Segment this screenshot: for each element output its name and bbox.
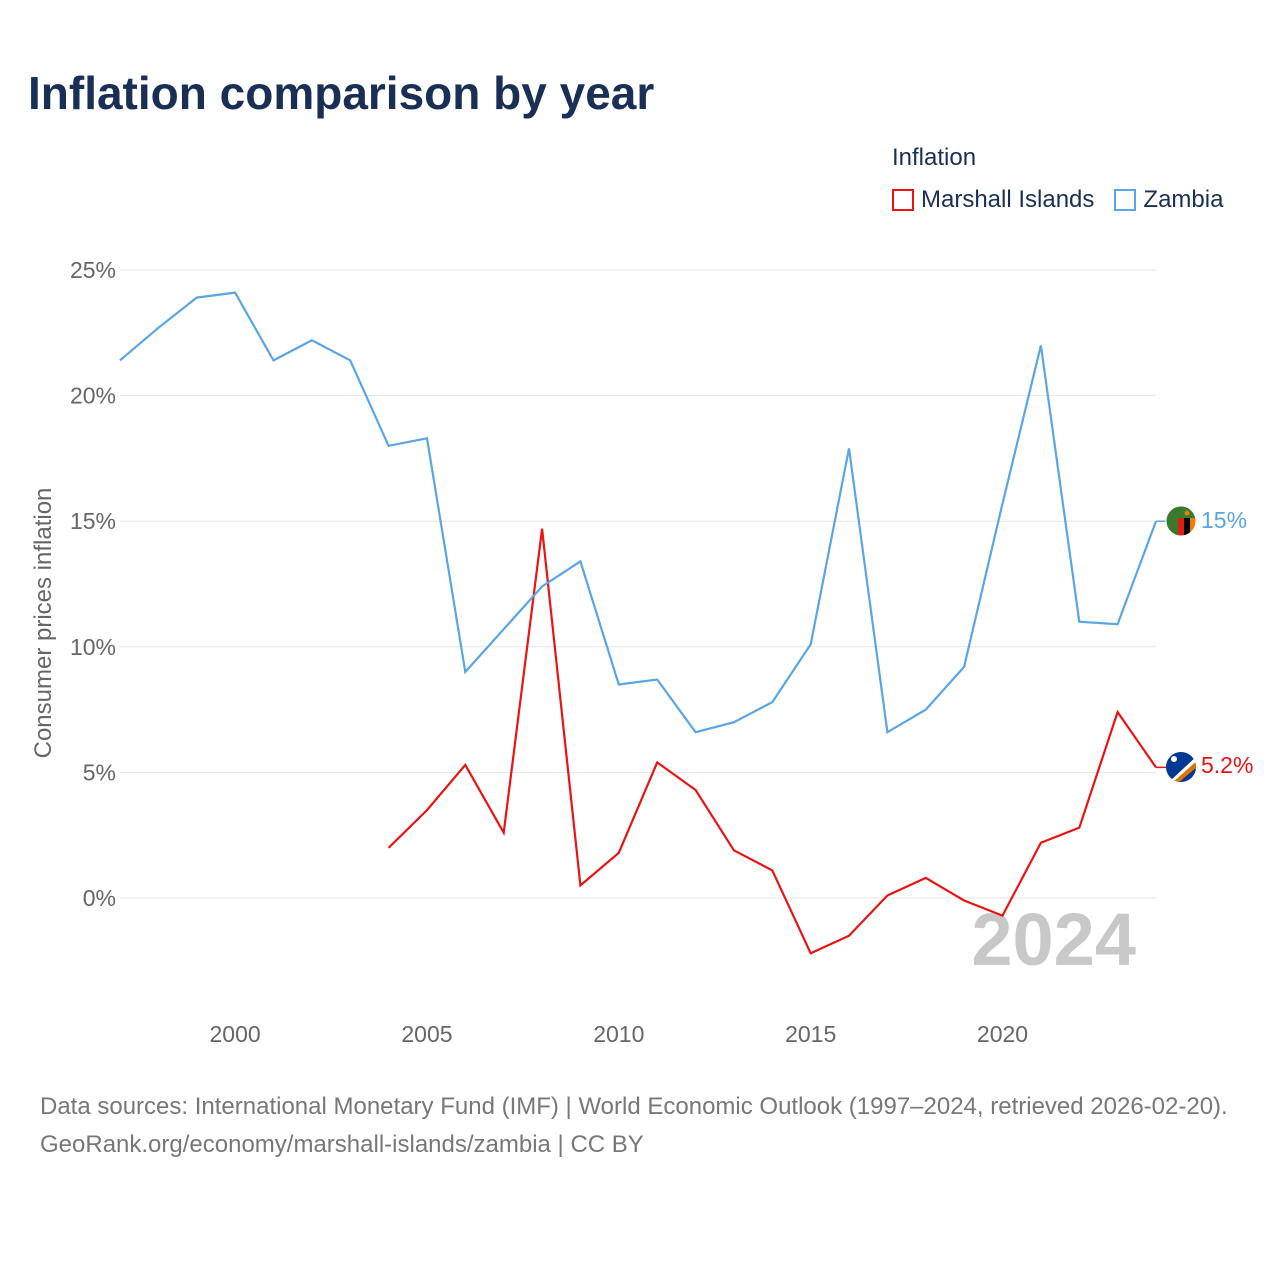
series-line-marshall-islands[interactable] bbox=[387, 528, 1157, 955]
data-point-marshall-islands[interactable] bbox=[962, 898, 967, 903]
data-sources-note: Data sources: International Monetary Fun… bbox=[40, 1093, 1228, 1120]
data-point-zambia[interactable] bbox=[501, 627, 506, 632]
data-point-zambia[interactable] bbox=[540, 584, 545, 589]
legend-label-zambia: Zambia bbox=[1143, 186, 1224, 213]
data-point-zambia[interactable] bbox=[463, 669, 468, 674]
end-label-marshall-islands: 5.2% bbox=[1201, 752, 1253, 778]
data-point-marshall-islands[interactable] bbox=[501, 830, 506, 835]
data-point-zambia[interactable] bbox=[118, 358, 123, 363]
x-tick-label: 2010 bbox=[593, 1021, 644, 1047]
data-point-marshall-islands[interactable] bbox=[808, 951, 813, 956]
data-point-zambia[interactable] bbox=[233, 290, 238, 295]
series-layer bbox=[118, 290, 1166, 956]
source-credit-link[interactable]: GeoRank.org/economy/marshall-islands/zam… bbox=[40, 1131, 644, 1158]
data-point-zambia[interactable] bbox=[578, 559, 583, 564]
data-point-zambia[interactable] bbox=[309, 338, 314, 343]
x-tick-label: 2015 bbox=[785, 1021, 836, 1047]
data-point-zambia[interactable] bbox=[770, 700, 775, 705]
data-point-zambia[interactable] bbox=[424, 436, 429, 441]
data-point-marshall-islands[interactable] bbox=[770, 868, 775, 873]
zambia-flag-icon bbox=[1165, 505, 1197, 537]
data-point-zambia[interactable] bbox=[271, 358, 276, 363]
data-point-zambia[interactable] bbox=[655, 677, 660, 682]
marshall-islands-flag-icon bbox=[1166, 752, 1196, 782]
data-point-marshall-islands[interactable] bbox=[885, 893, 890, 898]
y-tick-labels: 0% 5% 10% 15% 20% 25% bbox=[70, 257, 116, 911]
data-point-zambia[interactable] bbox=[962, 664, 967, 669]
y-tick-label: 15% bbox=[70, 508, 116, 534]
data-point-marshall-islands[interactable] bbox=[655, 760, 660, 765]
data-point-zambia[interactable] bbox=[847, 446, 852, 451]
x-tick-label: 2005 bbox=[401, 1021, 452, 1047]
footer: Data sources: International Monetary Fun… bbox=[40, 1088, 1250, 1164]
legend-item-marshall-islands[interactable]: Marshall Islands bbox=[892, 186, 1094, 214]
y-tick-label: 0% bbox=[83, 885, 116, 911]
data-point-marshall-islands[interactable] bbox=[616, 850, 621, 855]
series-line-zambia[interactable] bbox=[119, 291, 1158, 734]
data-point-zambia[interactable] bbox=[1038, 343, 1043, 348]
data-point-marshall-islands[interactable] bbox=[731, 848, 736, 853]
y-tick-label: 25% bbox=[70, 257, 116, 283]
data-point-zambia[interactable] bbox=[885, 730, 890, 735]
data-point-zambia[interactable] bbox=[1000, 501, 1005, 506]
data-point-zambia[interactable] bbox=[731, 720, 736, 725]
data-point-zambia[interactable] bbox=[1115, 622, 1120, 627]
y-tick-label: 20% bbox=[70, 383, 116, 409]
y-tick-label: 5% bbox=[83, 759, 116, 785]
data-point-marshall-islands[interactable] bbox=[847, 933, 852, 938]
line-chart: 0% 5% 10% 15% 20% 25% 2000 2005 2010 2015 2020 Co… bbox=[30, 257, 1253, 1047]
legend-title: Inflation bbox=[892, 144, 977, 171]
data-point-marshall-islands[interactable] bbox=[540, 526, 545, 531]
data-point-marshall-islands[interactable] bbox=[1000, 913, 1005, 918]
page-title: Inflation comparison by year bbox=[28, 67, 655, 119]
data-point-marshall-islands[interactable] bbox=[693, 787, 698, 792]
data-point-marshall-islands[interactable] bbox=[424, 808, 429, 813]
data-point-marshall-islands[interactable] bbox=[1115, 710, 1120, 715]
data-point-zambia[interactable] bbox=[693, 730, 698, 735]
data-point-zambia[interactable] bbox=[616, 682, 621, 687]
legend: Marshall Islands Zambia bbox=[892, 186, 1223, 214]
grid-lines bbox=[120, 269, 1156, 899]
y-tick-label: 10% bbox=[70, 634, 116, 660]
data-point-marshall-islands[interactable] bbox=[923, 875, 928, 880]
data-point-zambia[interactable] bbox=[348, 358, 353, 363]
data-point-zambia[interactable] bbox=[923, 707, 928, 712]
legend-label-marshall-islands: Marshall Islands bbox=[921, 186, 1095, 213]
legend-swatch-marshall-islands bbox=[892, 189, 914, 211]
data-point-zambia[interactable] bbox=[808, 642, 813, 647]
data-point-marshall-islands[interactable] bbox=[578, 883, 583, 888]
data-point-marshall-islands[interactable] bbox=[463, 762, 468, 767]
data-point-marshall-islands[interactable] bbox=[1077, 825, 1082, 830]
y-axis-label: Consumer prices inflation bbox=[30, 488, 57, 759]
legend-swatch-zambia bbox=[1114, 189, 1137, 211]
data-point-zambia[interactable] bbox=[156, 325, 161, 330]
data-point-marshall-islands[interactable] bbox=[1038, 840, 1043, 845]
data-point-marshall-islands[interactable] bbox=[386, 845, 391, 850]
data-point-zambia[interactable] bbox=[386, 443, 391, 448]
data-point-zambia[interactable] bbox=[194, 295, 199, 300]
year-watermark: 2024 bbox=[971, 898, 1136, 981]
end-label-zambia: 15% bbox=[1201, 507, 1247, 533]
x-tick-label: 2020 bbox=[977, 1021, 1028, 1047]
legend-item-zambia[interactable]: Zambia bbox=[1114, 186, 1223, 214]
x-tick-label: 2000 bbox=[210, 1021, 261, 1047]
x-tick-labels: 2000 2005 2010 2015 2020 bbox=[210, 1021, 1029, 1047]
data-point-zambia[interactable] bbox=[1077, 619, 1082, 624]
